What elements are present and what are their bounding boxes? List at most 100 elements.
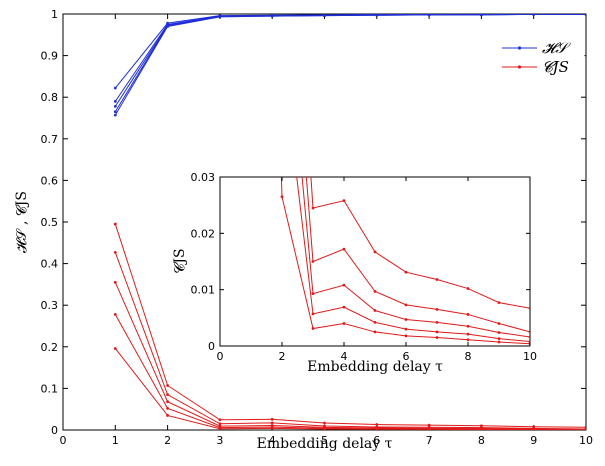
- inset-x-tick-label: 10: [523, 350, 537, 363]
- main-series-point-4: [166, 25, 170, 28]
- main-series-point-8: [113, 312, 117, 316]
- main-x-tick-label: 8: [478, 434, 485, 447]
- inset-series-point-1: [404, 303, 408, 307]
- main-y-tick-label: 0.8: [41, 91, 59, 104]
- main-series-point-9: [323, 427, 326, 430]
- inset-series-point-2: [373, 309, 377, 312]
- inset-series-point-1: [311, 260, 315, 263]
- inset-series-point-4: [311, 327, 315, 330]
- main-x-tick-label: 9: [530, 434, 537, 447]
- inset-x-tick-label: 6: [403, 350, 410, 363]
- main-ticks: 0 1 2 3 4 5 6 7 8 9 1000.10.20.30.40.50.60.70.80.9…: [41, 8, 594, 447]
- inset-y-tick-label: 0.01: [191, 284, 216, 297]
- main-y-tick-label: 0.4: [41, 258, 59, 271]
- inset-series-point-1: [435, 307, 439, 311]
- main-y-axis-title: 𝓗𝒮 , 𝓒JS: [14, 191, 30, 253]
- main-series-point-5: [218, 418, 222, 422]
- inset-series-point-3: [311, 312, 315, 316]
- inset-x-tick-label: 2: [279, 350, 286, 363]
- main-y-tick-label: 0.2: [41, 341, 59, 354]
- inset-series-point-2: [528, 335, 530, 339]
- main-series-point-3: [113, 110, 117, 114]
- main-y-tick-label: 0.3: [41, 299, 59, 312]
- inset-series-point-1: [497, 322, 501, 325]
- main-series-point-9: [375, 427, 379, 430]
- inset-y-axis-title: 𝓒JS: [172, 248, 188, 273]
- inset-series-line-1: [305, 177, 530, 333]
- main-series-point-4: [584, 14, 586, 16]
- inset-y-tick-label: 0.03: [191, 171, 216, 184]
- inset-series-point-2: [497, 331, 501, 334]
- inset-series-point-2: [342, 283, 346, 287]
- inset-series-point-2: [404, 318, 408, 321]
- main-series-point-9: [113, 347, 117, 350]
- inset-series-point-4: [497, 340, 501, 344]
- inset-series-point-0: [342, 199, 346, 203]
- legend-marker-h: [517, 46, 522, 50]
- main-series-point-5: [113, 222, 117, 226]
- main-series-line-7: [114, 282, 586, 430]
- main-series-point-5: [427, 423, 431, 427]
- inset-series-line-2: [301, 177, 530, 338]
- main-x-tick-label: 6: [373, 434, 380, 447]
- inset-x-tick-label: 0: [217, 350, 224, 363]
- inset-series: [280, 177, 530, 346]
- main-series-point-7: [113, 280, 117, 284]
- main-series-point-6: [218, 422, 222, 426]
- main-series-point-9: [270, 426, 274, 430]
- legend-label-h: 𝓗𝒮: [542, 39, 572, 57]
- legend-box: [495, 36, 585, 80]
- inset-series-point-0: [311, 206, 315, 210]
- main-series-point-4: [270, 14, 274, 18]
- main-y-tick-label: 1: [51, 8, 58, 21]
- inset-series-point-3: [497, 337, 501, 341]
- main-x-tick-label: 5: [321, 434, 328, 447]
- main-series-line-9: [114, 348, 586, 430]
- main-series-point-0: [113, 86, 117, 90]
- inset-x-tick-label: 4: [341, 350, 348, 363]
- inset-series-point-4: [342, 322, 346, 325]
- main-series-point-5: [270, 417, 274, 421]
- main-series-point-9: [218, 427, 222, 430]
- main-series-point-6: [166, 393, 170, 397]
- main-series-point-5: [375, 423, 379, 426]
- main-series: [113, 14, 586, 430]
- inset-series-point-1: [528, 330, 530, 334]
- main-series-point-8: [166, 406, 170, 410]
- main-series-point-4: [323, 14, 326, 18]
- main-series-point-4: [427, 14, 431, 17]
- main-series-point-6: [270, 421, 274, 425]
- main-series-point-4: [532, 14, 536, 16]
- main-series-point-4: [113, 113, 117, 117]
- main-y-tick-label: 0.9: [41, 50, 59, 63]
- main-x-tick-label: 0: [60, 434, 67, 447]
- legend-label-c: 𝓒JS: [542, 58, 569, 76]
- inset-series-point-4: [280, 195, 284, 199]
- inset-series-line-4: [280, 177, 530, 345]
- main-x-tick-label: 10: [579, 434, 593, 447]
- inset-series-point-0: [373, 250, 377, 254]
- inset-x-tick-label: 8: [465, 350, 472, 363]
- inset-series-line-3: [296, 177, 530, 342]
- main-y-tick-label: 0.1: [41, 382, 59, 395]
- inset-series-point-3: [466, 332, 470, 336]
- main-x-axis-title: Embedding delay τ: [257, 436, 393, 452]
- inset-series-point-4: [466, 338, 470, 342]
- inset-series-point-2: [466, 324, 470, 328]
- inset-x-axis-title: Embedding delay τ: [307, 359, 443, 375]
- legend: 𝓗𝒮 𝓒JS: [495, 36, 585, 80]
- inset-y-tick-label: 0: [208, 340, 215, 353]
- inset-series-point-3: [373, 320, 377, 324]
- inset-series-point-0: [435, 278, 439, 281]
- inset-series-point-2: [435, 320, 439, 324]
- main-series-point-9: [427, 427, 431, 430]
- main-y-tick-label: 0.5: [41, 216, 59, 229]
- main-series-point-2: [113, 104, 117, 108]
- main-series-point-9: [480, 428, 483, 430]
- main-y-tick-label: 0: [51, 424, 58, 437]
- main-series-point-4: [218, 15, 222, 19]
- inset-series-point-1: [466, 313, 470, 316]
- main-series-point-5: [166, 384, 170, 387]
- inset-y-tick-label: 0.02: [191, 227, 216, 240]
